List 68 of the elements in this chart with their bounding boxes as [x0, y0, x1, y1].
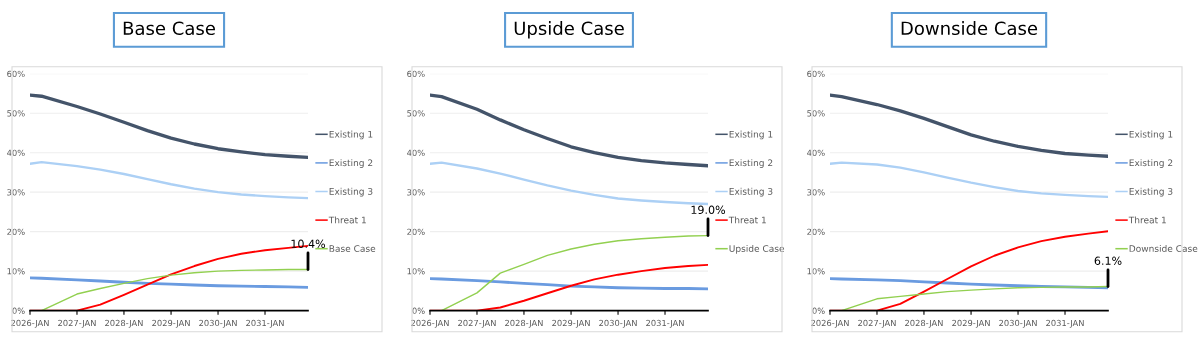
y-tick-label: 40% [7, 149, 25, 156]
x-tick-label: 2027-JAN [58, 319, 96, 328]
annotation: 6.1% [1094, 256, 1122, 265]
legend-label: Threat 1 [328, 216, 366, 224]
x-tick-label: 2031-JAN [1046, 319, 1084, 328]
x-tick-label: 2026-JAN [411, 319, 449, 328]
x-tick-label: 2026-JAN [11, 319, 49, 328]
x-tick-label: 2030-JAN [999, 319, 1037, 328]
chart-title: Downside Case [901, 21, 1038, 36]
legend-label: Existing 1 [329, 130, 373, 140]
x-tick-label: 2029-JAN [552, 319, 590, 328]
x-tick-label: 2028-JAN [505, 319, 543, 328]
y-tick-label: 60% [7, 70, 25, 77]
chart-title: Base Case [123, 21, 215, 36]
annotation: 19.0% [691, 205, 726, 215]
chart-title: Upside Case [514, 21, 624, 39]
line-series [30, 276, 308, 289]
x-tick-label: 2030-JAN [599, 319, 637, 328]
x-tick-label: 2030-JAN [199, 319, 237, 328]
x-tick-label: 2031-JAN [246, 319, 284, 328]
x-tick-label: 2027-JAN [458, 319, 496, 328]
x-tick-label: 2029-JAN [952, 319, 990, 328]
y-tick-label: 20% [407, 228, 425, 235]
legend-label: Existing 1 [1129, 130, 1173, 140]
y-tick-label: 10% [407, 268, 425, 275]
line-series [430, 93, 708, 168]
legend-label: Existing 3 [329, 187, 373, 197]
line-series [830, 93, 1108, 158]
y-tick-label: 50% [7, 110, 25, 117]
legend-label: Existing 3 [1129, 187, 1173, 197]
legend-label: Existing 2 [329, 159, 373, 168]
x-tick-label: 2028-JAN [905, 319, 943, 328]
annotation: 10.4% [291, 239, 326, 248]
y-tick-label: 40% [807, 149, 825, 156]
y-tick-label: 60% [807, 70, 825, 77]
y-tick-label: 0% [412, 307, 425, 314]
y-tick-label: 30% [7, 189, 25, 196]
y-tick-label: 10% [7, 268, 25, 275]
x-tick-label: 2031-JAN [646, 319, 684, 328]
line-series [30, 93, 308, 160]
legend-label: Threat 1 [728, 216, 766, 224]
legend-label: Base Case [329, 245, 376, 252]
legend-label: Existing 2 [1129, 159, 1173, 168]
legend-label: Existing 3 [729, 187, 773, 197]
x-tick-label: 2029-JAN [152, 319, 190, 328]
y-tick-label: 0% [12, 307, 25, 314]
y-tick-label: 50% [807, 110, 825, 117]
x-tick-label: 2026-JAN [811, 319, 849, 328]
y-tick-label: 40% [407, 149, 425, 156]
legend-label: Existing 2 [729, 159, 773, 168]
y-tick-label: 20% [7, 228, 25, 235]
legend-label: Upside Case [729, 245, 785, 254]
x-tick-label: 2028-JAN [105, 319, 143, 328]
legend-label: Threat 1 [1128, 216, 1166, 224]
line-series [830, 161, 1108, 199]
y-tick-label: 50% [407, 110, 425, 117]
line-series [30, 160, 308, 200]
line-series [430, 277, 708, 291]
y-tick-label: 60% [407, 70, 425, 77]
y-tick-label: 30% [807, 189, 825, 196]
line-series [430, 161, 708, 206]
y-tick-label: 10% [807, 268, 825, 275]
y-tick-label: 0% [812, 307, 825, 314]
legend-label: Downside Case [1129, 245, 1198, 252]
y-tick-label: 20% [807, 228, 825, 235]
legend-label: Existing 1 [729, 130, 773, 140]
x-tick-label: 2027-JAN [858, 319, 896, 328]
y-tick-label: 30% [407, 189, 425, 196]
